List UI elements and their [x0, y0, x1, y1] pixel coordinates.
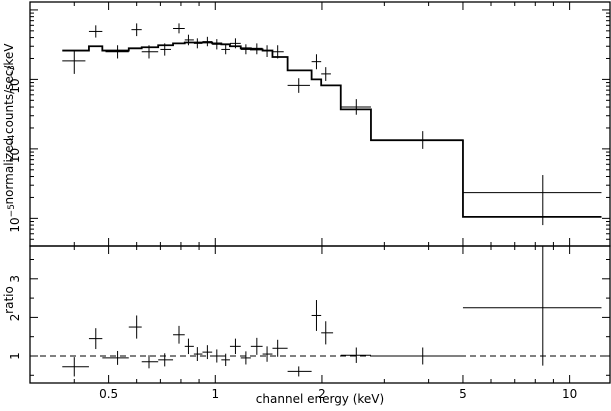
ratio-data-point — [370, 347, 463, 365]
ratio-data-point — [128, 315, 142, 339]
spectrum-data-point — [202, 36, 213, 47]
y-tick-label: 2 — [8, 314, 22, 322]
x-tick-label: 0.5 — [99, 387, 118, 401]
spectrum-data-point — [311, 54, 322, 70]
ratio-panel: 1 2 3 0.5 1 2 5 10 ratio channel energy (keV) — [2, 245, 611, 406]
x-tick-label: 1 — [211, 387, 219, 401]
ratio-data-point — [193, 347, 203, 362]
ratio-data-point — [221, 353, 230, 367]
x-tick-label: 10 — [562, 387, 577, 401]
x-tick-label: 2 — [318, 387, 326, 401]
y-tick-label: 10−4 — [7, 134, 22, 163]
y-tick-label: 10−5 — [7, 204, 22, 233]
spectrum-data-point — [141, 45, 159, 59]
x-axis-label: channel energy (keV) — [256, 392, 384, 406]
ratio-data-point — [102, 350, 129, 365]
y-tick-label: 10−3 — [7, 65, 22, 94]
spectrum-data-points — [62, 23, 602, 226]
spectrum-data-point — [193, 38, 203, 49]
spectrum-data-point — [88, 25, 103, 38]
ratio-data-point — [158, 353, 174, 367]
ratio-data-point — [287, 366, 312, 377]
model-step-line — [62, 41, 602, 218]
ratio-data-point — [184, 338, 194, 355]
x-tick-label: 5 — [459, 387, 467, 401]
ratio-data-point — [88, 328, 103, 350]
spectrum-data-point — [250, 43, 263, 55]
spectrum-data-point — [105, 45, 129, 59]
ratio-y-tick-labels: 1 2 3 — [8, 275, 22, 360]
spectrum-data-point — [184, 34, 194, 46]
ratio-data-point — [311, 300, 322, 331]
ratio-data-points — [62, 246, 602, 377]
spectrum-data-point — [62, 50, 86, 74]
spectrum-data-point — [229, 38, 241, 49]
ratio-data-point — [141, 355, 159, 369]
spectrum-data-point — [262, 45, 273, 58]
ratio-data-point — [340, 347, 371, 363]
ratio-data-point — [202, 345, 213, 360]
ratio-data-point — [272, 339, 288, 357]
ratio-data-point — [212, 349, 222, 363]
spectrum-data-point — [131, 23, 142, 37]
spectrum-data-point — [287, 78, 310, 93]
spectrum-data-point — [462, 175, 602, 226]
ratio-data-point — [462, 246, 602, 366]
model-curve — [62, 41, 602, 218]
ratio-data-point — [262, 346, 273, 362]
spectrum-panel: 10−5 10−4 10−3 normalized counts/sec/keV — [2, 1, 611, 247]
ratio-data-point — [173, 325, 185, 344]
spectrum-data-point — [370, 131, 463, 149]
ratio-data-point — [62, 357, 89, 377]
ratio-data-point — [321, 321, 334, 345]
spectrum-data-point — [272, 45, 284, 59]
y-tick-label: 1 — [8, 352, 22, 360]
ratio-plot-frame — [29, 245, 611, 384]
y-tick-label: 3 — [8, 275, 22, 283]
x-tick-labels: 0.5 1 2 5 10 — [99, 387, 577, 401]
spectrum-data-point — [173, 23, 185, 34]
ratio-data-point — [229, 338, 241, 355]
spectrum-data-point — [340, 99, 371, 115]
spectrum-y-axis-label: normalized counts/sec/keV — [2, 43, 16, 205]
spectrum-data-point — [221, 44, 230, 55]
spectrum-data-point — [240, 44, 251, 55]
spectrum-data-point — [160, 43, 172, 56]
ratio-y-axis-label: ratio — [2, 286, 16, 314]
ratio-data-point — [250, 337, 263, 355]
spectrum-y-tick-labels: 10−5 10−4 10−3 — [7, 65, 22, 233]
spectrum-data-point — [212, 39, 222, 50]
spectrum-data-point — [321, 67, 331, 81]
ratio-data-point — [240, 351, 251, 365]
